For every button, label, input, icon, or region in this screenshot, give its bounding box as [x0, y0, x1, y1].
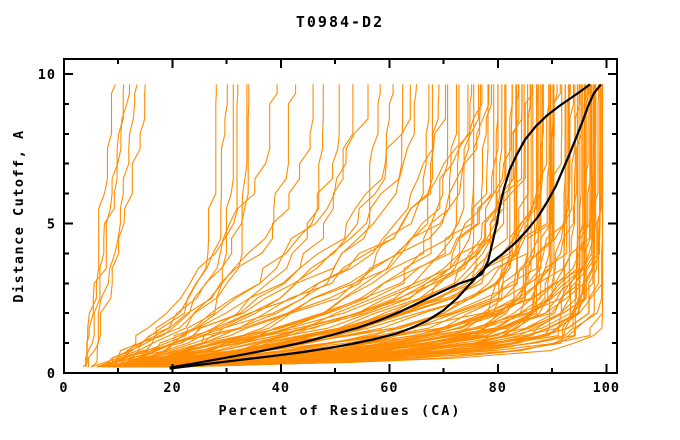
highlight-curve-2 [169, 83, 602, 370]
model-accuracy-curve [112, 84, 483, 368]
model-accuracy-curve [101, 84, 520, 368]
model-accuracy-curve [98, 84, 234, 368]
x-tick-label: 40 [272, 380, 290, 396]
model-accuracy-curve [134, 84, 604, 368]
model-accuracy-curve [134, 84, 490, 368]
model-accuracy-curve [123, 84, 582, 368]
model-accuracy-curve [156, 84, 589, 368]
model-accuracy-curve [123, 84, 369, 368]
model-accuracy-curve [118, 84, 469, 368]
model-accuracy-curve [134, 84, 586, 368]
model-accuracy-curve [104, 84, 250, 368]
model-accuracy-curve [87, 84, 138, 367]
model-accuracy-curve [101, 84, 239, 368]
y-tick-label: 5 [47, 217, 56, 233]
model-accuracy-curve [134, 84, 523, 368]
x-axis-label: Percent of Residues (CA) [218, 403, 462, 419]
model-accuracy-curve [112, 84, 475, 368]
model-accuracy-curve [101, 84, 418, 368]
model-accuracy-curve [90, 84, 217, 368]
x-tick-label: 0 [59, 380, 68, 396]
model-accuracy-curve [145, 84, 499, 368]
model-accuracy-curve [183, 84, 601, 368]
model-accuracy-curve [118, 84, 534, 368]
model-accuracy-curve [112, 84, 523, 368]
x-tick-label: 100 [593, 380, 620, 396]
chart-title: T0984-D2 [295, 13, 385, 31]
y-tick-label: 0 [47, 366, 56, 382]
model-accuracy-curve [150, 84, 539, 368]
model-accuracy-curve [128, 84, 394, 368]
model-accuracy-curve [96, 84, 228, 368]
model-accuracy-curve [107, 84, 248, 368]
model-accuracy-curve [129, 84, 460, 368]
x-tick-label: 80 [489, 380, 507, 396]
model-accuracy-curve [96, 84, 506, 368]
model-accuracy-curve [85, 84, 131, 368]
highlight-curve-1 [169, 83, 591, 369]
model-accuracy-curve [101, 84, 278, 368]
model-accuracy-curve [156, 84, 597, 368]
model-accuracy-curve [107, 84, 449, 368]
model-accuracy-curve [117, 84, 440, 368]
model-accuracy-curve [112, 84, 578, 368]
model-accuracy-curve [112, 84, 314, 368]
model-accuracy-curve [82, 84, 117, 368]
x-tick-label: 20 [163, 380, 181, 396]
model-accuracy-curve [134, 84, 571, 368]
y-tick-label: 10 [38, 67, 56, 83]
model-accuracy-curve [177, 84, 595, 368]
model-accuracy-curve [96, 84, 411, 368]
plot-frame [63, 58, 618, 374]
model-accuracy-curve [166, 84, 594, 368]
model-accuracy-curve [118, 84, 513, 368]
x-tick-label: 60 [380, 380, 398, 396]
model-accuracy-curve [112, 84, 544, 368]
model-accuracy-curve [139, 84, 493, 368]
model-accuracy-curve [117, 84, 381, 368]
model-accuracy-curve [134, 84, 554, 368]
y-axis-label: Distance Cutoff, A [11, 129, 27, 303]
model-accuracy-curve [90, 84, 146, 368]
model-accuracy-curve [107, 84, 297, 368]
model-accuracy-curve [139, 84, 602, 368]
model-accuracy-curve [85, 84, 125, 367]
model-accuracy-curve [129, 84, 520, 368]
